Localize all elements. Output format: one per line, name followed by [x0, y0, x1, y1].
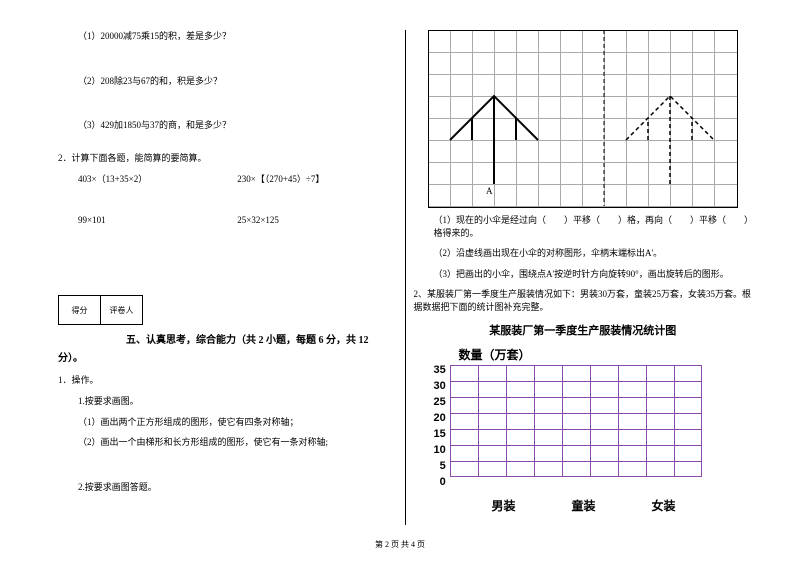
op1-intro: 1.按要求画图。: [58, 395, 397, 408]
chart-xaxis: 男装童装女装: [414, 497, 753, 514]
op1-1: （1）画出两个正方形组成的图形，使它有四条对称轴；: [58, 416, 397, 429]
r2: （2）沿虚线画出现在小伞的对称图形，伞柄末端标出A'。: [414, 247, 753, 260]
calc-1b: 230×【（270+45）÷7】: [237, 172, 396, 185]
ytick: 35: [434, 365, 446, 381]
ytick: 10: [434, 445, 446, 461]
grid: A: [428, 30, 738, 208]
chart-ylabel: 数量（万套）: [459, 346, 753, 363]
right-column: A （1）现在的小伞是经过向（ ）平移（ ）格，再向（ ）平移（ ）格得来的。 …: [406, 30, 761, 525]
score-box: 得分 评卷人: [58, 295, 143, 325]
xlabel: 童装: [544, 497, 624, 514]
q1-2: （2）208除23与67的和，积是多少？: [58, 75, 397, 88]
ytick: 25: [434, 397, 446, 413]
ytick: 15: [434, 429, 446, 445]
calc-2a: 99×101: [78, 215, 237, 225]
ytick: 20: [434, 413, 446, 429]
r4: 2、某服装厂第一季度生产服装情况如下：男装30万套，童装25万套，女装35万套。…: [414, 288, 753, 313]
op1: 1．操作。: [58, 374, 397, 387]
r3: （3）把画出的小伞，围绕点A'按逆时针方向旋转90°，画出旋转后的图形。: [414, 268, 753, 281]
op1-2: （2）画出一个由梯形和长方形组成的图形，使它有一条对称轴;: [58, 436, 397, 449]
chart-title: 某服装厂第一季度生产服装情况统计图: [414, 322, 753, 338]
score-cell-a: 得分: [59, 296, 101, 324]
ytick: 5: [440, 461, 446, 477]
calc-row-1: 403×（13+35×2） 230×【（270+45）÷7】: [58, 172, 397, 185]
ytick: 30: [434, 381, 446, 397]
chart-yaxis: 35302520151050: [434, 365, 450, 493]
q2-title: 2．计算下面各题，能简算的要简算。: [58, 152, 397, 165]
r1: （1）现在的小伞是经过向（ ）平移（ ）格，再向（ ）平移（ ）格得来的。: [414, 214, 753, 239]
grid-figure: A: [414, 30, 753, 208]
op2: 2.按要求画图答题。: [58, 481, 397, 494]
calc-2b: 25×32×125: [237, 215, 396, 225]
left-column: （1）20000减75乘15的积，差是多少？ （2）208除23与67的和，积是…: [50, 30, 406, 525]
xlabel: 女装: [624, 497, 704, 514]
section-5-title-b: 分）。: [58, 352, 397, 366]
page-footer: 第 2 页 共 4 页: [0, 539, 800, 550]
section-5-title: 五、认真思考，综合能力（共 2 小题，每题 6 分，共 12: [58, 331, 397, 346]
calc-1a: 403×（13+35×2）: [78, 172, 237, 185]
calc-row-2: 99×101 25×32×125: [58, 215, 397, 225]
ytick: 0: [440, 477, 446, 493]
score-cell-b: 评卷人: [101, 296, 142, 324]
chart-grid: [450, 365, 702, 493]
q1-1: （1）20000减75乘15的积，差是多少？: [58, 30, 397, 43]
page-container: （1）20000减75乘15的积，差是多少？ （2）208除23与67的和，积是…: [0, 0, 800, 565]
chart: 35302520151050: [414, 365, 753, 493]
q1-3: （3）429加1850与37的商，和是多少？: [58, 119, 397, 132]
xlabel: 男装: [464, 497, 544, 514]
